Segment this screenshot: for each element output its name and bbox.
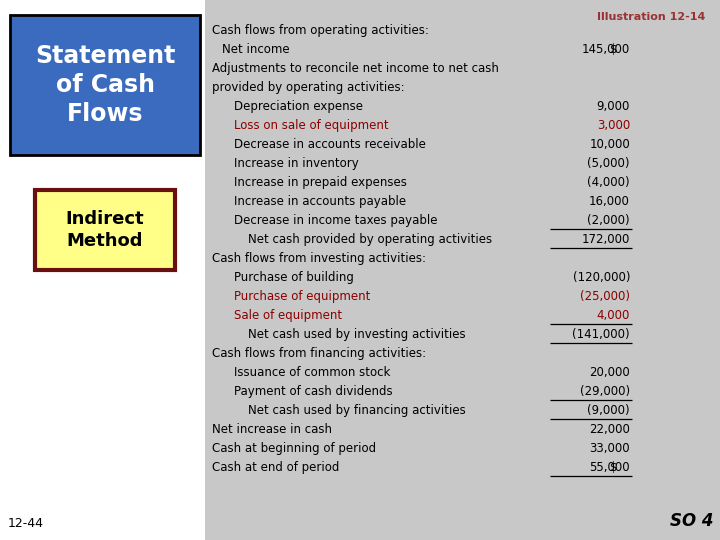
Text: Illustration 12-14: Illustration 12-14 <box>597 12 705 22</box>
Text: 4,000: 4,000 <box>597 309 630 322</box>
Text: $: $ <box>610 43 618 56</box>
Text: Increase in prepaid expenses: Increase in prepaid expenses <box>234 176 407 189</box>
Text: Net increase in cash: Net increase in cash <box>212 423 332 436</box>
Text: 12-44: 12-44 <box>8 517 44 530</box>
Text: 33,000: 33,000 <box>590 442 630 455</box>
Text: Increase in accounts payable: Increase in accounts payable <box>234 195 406 208</box>
Text: (120,000): (120,000) <box>572 271 630 284</box>
Text: Indirect
Method: Indirect Method <box>66 210 144 250</box>
Text: Cash at beginning of period: Cash at beginning of period <box>212 442 376 455</box>
FancyBboxPatch shape <box>10 15 200 155</box>
Text: Purchase of building: Purchase of building <box>234 271 354 284</box>
Text: Cash flows from operating activities:: Cash flows from operating activities: <box>212 24 429 37</box>
Text: Statement
of Cash
Flows: Statement of Cash Flows <box>35 44 175 126</box>
Text: Cash at end of period: Cash at end of period <box>212 461 339 474</box>
Text: Adjustments to reconcile net income to net cash: Adjustments to reconcile net income to n… <box>212 62 499 75</box>
Text: 10,000: 10,000 <box>589 138 630 151</box>
Text: (9,000): (9,000) <box>588 404 630 417</box>
Text: Decrease in income taxes payable: Decrease in income taxes payable <box>234 214 438 227</box>
Text: Cash flows from investing activities:: Cash flows from investing activities: <box>212 252 426 265</box>
Text: 9,000: 9,000 <box>597 100 630 113</box>
Text: (5,000): (5,000) <box>588 157 630 170</box>
Text: Decrease in accounts receivable: Decrease in accounts receivable <box>234 138 426 151</box>
Text: Cash flows from financing activities:: Cash flows from financing activities: <box>212 347 426 360</box>
Text: Purchase of equipment: Purchase of equipment <box>234 290 370 303</box>
Text: 55,000: 55,000 <box>590 461 630 474</box>
Text: (25,000): (25,000) <box>580 290 630 303</box>
Text: 16,000: 16,000 <box>589 195 630 208</box>
Text: 172,000: 172,000 <box>582 233 630 246</box>
Text: 3,000: 3,000 <box>597 119 630 132</box>
Text: (29,000): (29,000) <box>580 385 630 398</box>
Text: Sale of equipment: Sale of equipment <box>234 309 342 322</box>
Text: 145,000: 145,000 <box>582 43 630 56</box>
Text: $: $ <box>610 461 618 474</box>
Text: (141,000): (141,000) <box>572 328 630 341</box>
Text: 22,000: 22,000 <box>589 423 630 436</box>
Text: Issuance of common stock: Issuance of common stock <box>234 366 390 379</box>
Text: Net income: Net income <box>222 43 289 56</box>
Text: Net cash provided by operating activities: Net cash provided by operating activitie… <box>248 233 492 246</box>
Text: (4,000): (4,000) <box>588 176 630 189</box>
FancyBboxPatch shape <box>35 190 175 270</box>
Text: (2,000): (2,000) <box>588 214 630 227</box>
Text: provided by operating activities:: provided by operating activities: <box>212 81 405 94</box>
Text: Payment of cash dividends: Payment of cash dividends <box>234 385 392 398</box>
Text: Net cash used by financing activities: Net cash used by financing activities <box>248 404 466 417</box>
Text: 20,000: 20,000 <box>589 366 630 379</box>
Text: SO 4: SO 4 <box>670 512 714 530</box>
Text: Net cash used by investing activities: Net cash used by investing activities <box>248 328 466 341</box>
FancyBboxPatch shape <box>0 0 205 540</box>
Text: Depreciation expense: Depreciation expense <box>234 100 363 113</box>
Text: Loss on sale of equipment: Loss on sale of equipment <box>234 119 389 132</box>
Text: Increase in inventory: Increase in inventory <box>234 157 359 170</box>
